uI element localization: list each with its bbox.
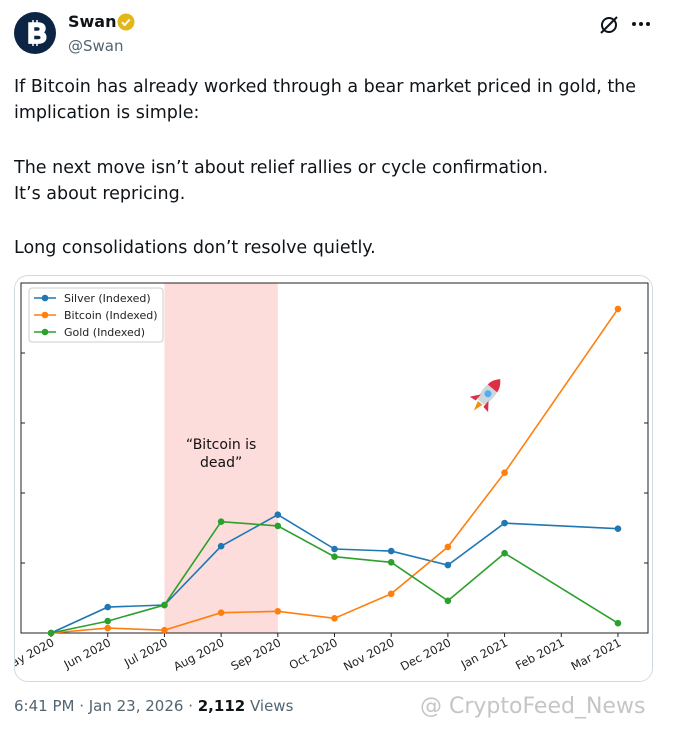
data-point — [501, 549, 508, 557]
legend-marker — [41, 311, 49, 319]
tweet-text: The next move isn’t about relief rallies… — [14, 158, 549, 178]
data-point — [444, 561, 452, 569]
annotation-line: dead” — [200, 455, 242, 471]
data-point — [331, 553, 338, 560]
data-point — [444, 597, 452, 605]
tweet-footer: 6:41 PM · Jan 23, 2026 · 2,112 Views — [14, 697, 293, 715]
annotation-line: “Bitcoin is — [186, 437, 256, 453]
data-point — [47, 629, 55, 637]
series-line — [50, 520, 619, 634]
data-point — [387, 559, 395, 566]
data-point — [274, 511, 282, 518]
more-icon[interactable] — [630, 17, 652, 31]
series-line — [50, 513, 618, 634]
annotation: “Bitcoin is dead” — [186, 437, 256, 471]
tweet-text: It’s about repricing. — [14, 184, 186, 204]
watermark: @ CryptoFeed_News — [420, 694, 646, 719]
data-point — [217, 518, 225, 525]
data-point — [331, 615, 338, 622]
rocket-icon — [469, 379, 501, 413]
legend-box — [28, 287, 164, 343]
legend-marker — [41, 294, 49, 302]
author-handle[interactable]: @Swan — [68, 37, 124, 55]
data-point — [614, 525, 622, 532]
chart-image[interactable]: “Bitcoin is dead”May 2020 Jun 2020 Jul 2020… — [14, 275, 653, 682]
data-point — [104, 624, 112, 632]
data-point — [501, 469, 508, 477]
data-point — [614, 619, 622, 627]
legend-label: Bitcoin (Indexed) — [64, 309, 158, 322]
data-point — [614, 305, 622, 313]
data-point — [331, 545, 338, 553]
data-point — [387, 590, 395, 598]
data-point — [274, 608, 282, 615]
avatar[interactable] — [14, 12, 56, 54]
series-line — [50, 308, 619, 634]
author-name[interactable]: Swan — [68, 12, 117, 31]
verified-badge — [117, 13, 135, 31]
tweet-text: Long consolidations don’t resolve quietl… — [14, 238, 376, 258]
legend-marker — [41, 328, 49, 336]
legend-label: Silver (Indexed) — [64, 292, 151, 305]
data-point — [444, 543, 452, 551]
grok-icon[interactable] — [598, 14, 620, 36]
data-point — [501, 519, 508, 527]
data-point — [161, 626, 168, 634]
data-point — [161, 601, 168, 609]
data-point — [217, 609, 225, 616]
data-point — [104, 617, 112, 625]
legend-label: Gold (Indexed) — [64, 326, 145, 339]
timestamp[interactable]: 6:41 PM · Jan 23, 2026 · — [14, 697, 198, 715]
data-point — [387, 547, 395, 555]
views-label: Views — [245, 697, 294, 715]
tweet-text: If Bitcoin has already worked through a … — [14, 77, 637, 123]
data-point — [104, 603, 112, 611]
data-point — [217, 542, 225, 550]
shaded-span — [164, 283, 278, 633]
data-point — [274, 522, 282, 530]
view-count: 2,112 — [197, 697, 246, 715]
